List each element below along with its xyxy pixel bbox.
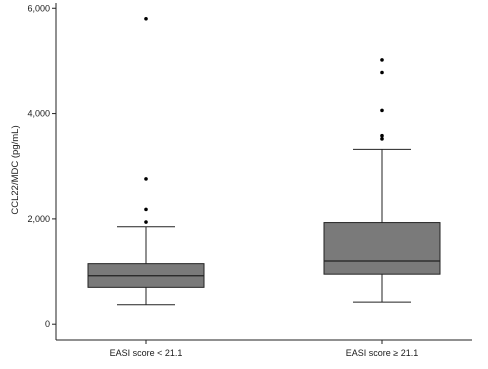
boxes-group — [87, 16, 441, 306]
x-category-label: EASI score ≥ 21.1 — [346, 348, 418, 358]
outlier-point — [380, 137, 384, 141]
box-iqr — [323, 222, 441, 275]
box-2 — [323, 58, 441, 303]
y-tick-label: 6,000 — [27, 3, 50, 13]
outlier-point — [380, 108, 384, 113]
outlier-point — [144, 177, 148, 181]
outlier-point — [380, 133, 384, 138]
x-category-label: EASI score < 21.1 — [110, 348, 183, 358]
outlier-point — [380, 58, 384, 62]
y-axis-title: CCL22/MDC (pg/mL) — [10, 125, 21, 214]
outlier-point — [144, 207, 148, 212]
y-tick-label: 2,000 — [27, 214, 50, 224]
y-tick-label: 0 — [45, 319, 50, 329]
outlier-point — [144, 16, 148, 21]
box-1 — [87, 16, 205, 306]
outlier-point — [380, 70, 384, 75]
x-axis-labels: EASI score < 21.1 EASI score ≥ 21.1 — [110, 340, 418, 358]
outlier-point — [144, 220, 148, 224]
y-axis-ticks: 0 2,000 4,000 6,000 — [27, 3, 56, 329]
y-tick-label: 4,000 — [27, 109, 50, 119]
